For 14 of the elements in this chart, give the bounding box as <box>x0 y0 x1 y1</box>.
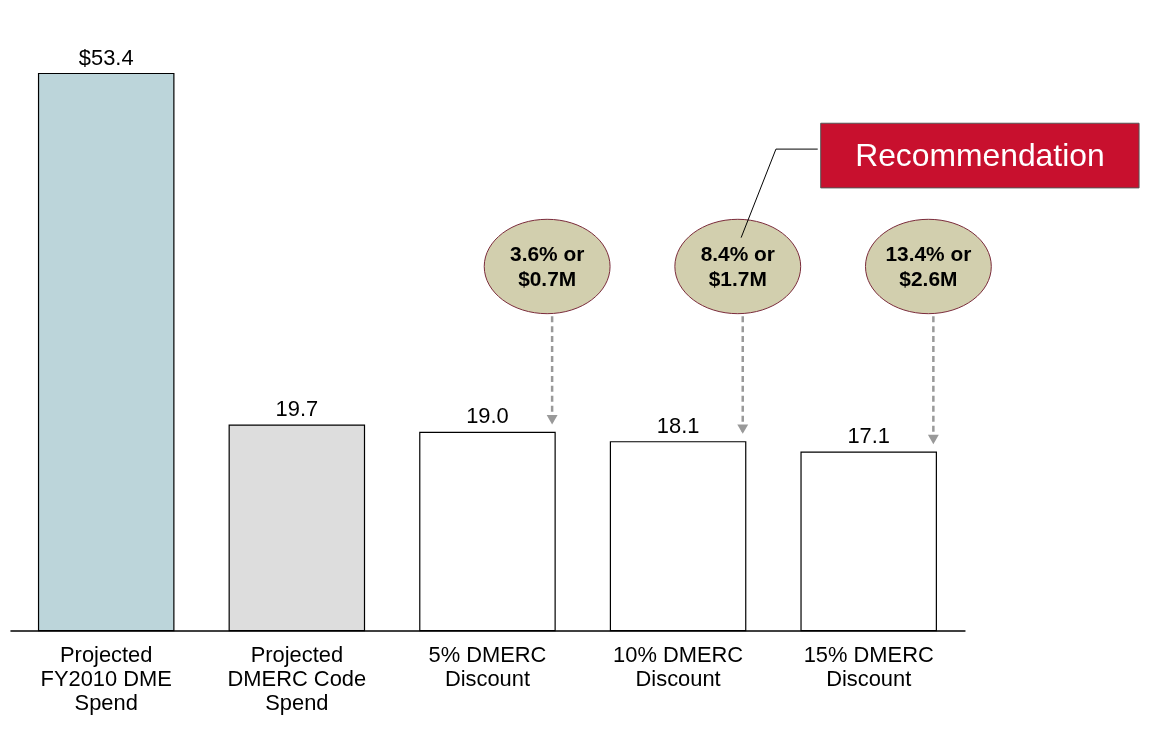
data-label: 19.0 <box>466 403 509 429</box>
annotation: 8.4% or $1.7M <box>700 241 775 291</box>
data-label: 17.1 <box>847 423 890 449</box>
x-tick-label: 15% DMERC Discount <box>803 641 934 691</box>
data-label: $53.4 <box>78 44 134 70</box>
x-tick-label: 5% DMERC Discount <box>428 641 547 691</box>
data-label: 19.7 <box>275 396 319 422</box>
data-label: 18.1 <box>656 412 700 438</box>
x-tick-label: 10% DMERC Discount <box>613 641 744 691</box>
annotation: 13.4% or $2.6M <box>885 241 972 291</box>
annotation: Recommendation <box>855 137 1105 174</box>
x-tick-label: Projected DMERC Code Spend <box>227 641 367 715</box>
x-tick-label: Projected FY2010 DME Spend <box>40 641 172 715</box>
annotation: 3.6% or $0.7M <box>510 241 585 291</box>
